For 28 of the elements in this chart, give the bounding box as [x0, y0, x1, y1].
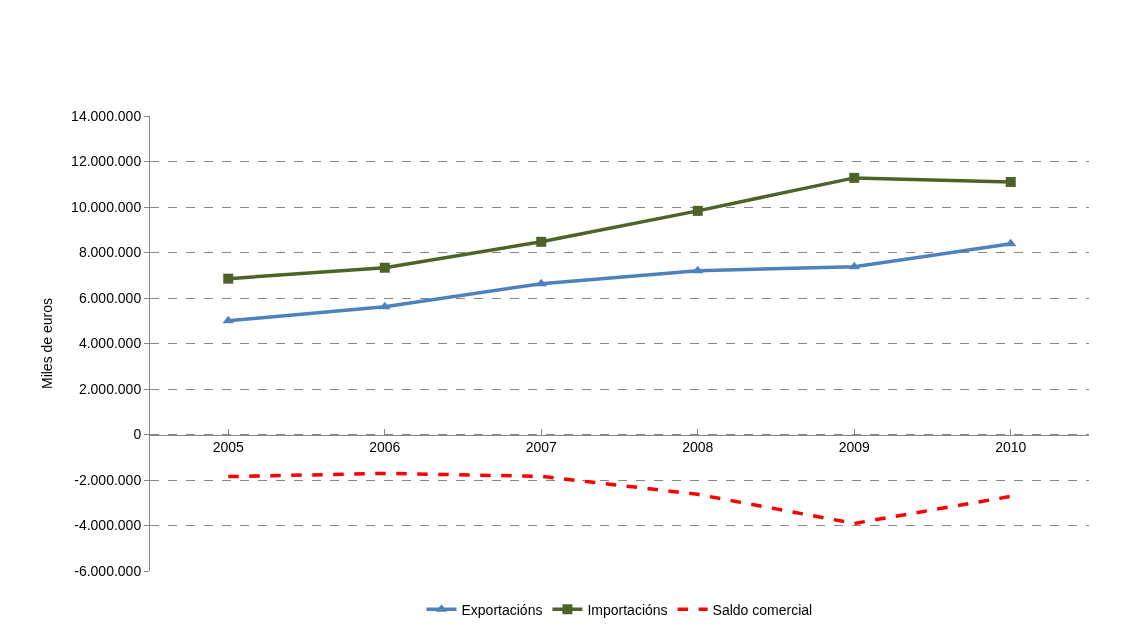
- y-tick-label: 12.000.000: [71, 153, 142, 170]
- x-tick-label: 2008: [682, 439, 714, 456]
- line-series: [226, 471, 1013, 526]
- legend-label: Importacións: [587, 601, 668, 618]
- point: [849, 172, 860, 183]
- point: [692, 205, 703, 216]
- legend-label: Saldo comercial: [712, 601, 813, 618]
- y-tick-label: 8.000.000: [78, 244, 142, 261]
- y-tick-label: 2.000.000: [78, 380, 142, 397]
- point: [1005, 176, 1016, 187]
- x-tick-label: 2007: [525, 439, 558, 456]
- y-tick-label: -4.000.000: [74, 517, 142, 534]
- y-tick-label: 6.000.000: [78, 289, 142, 306]
- point: [536, 236, 547, 247]
- y-axis-title: Miles de euros: [38, 297, 55, 390]
- y-tick-label: 10.000.000: [71, 198, 142, 215]
- point: [223, 273, 234, 284]
- point: [379, 262, 390, 273]
- y-tick-label: 0: [133, 426, 142, 443]
- y-tick-label: 4.000.000: [78, 335, 142, 352]
- y-tick-label: -6.000.000: [74, 562, 142, 579]
- y-tick-label: 14.000.000: [71, 107, 142, 124]
- x-tick-label: 2009: [838, 439, 871, 456]
- legend-label: Exportacións: [461, 601, 543, 618]
- x-tick-label: 2010: [995, 439, 1027, 456]
- x-tick-label: 2006: [369, 439, 401, 456]
- y-tick-label: -2.000.000: [74, 471, 142, 488]
- x-tick-label: 2005: [212, 439, 245, 456]
